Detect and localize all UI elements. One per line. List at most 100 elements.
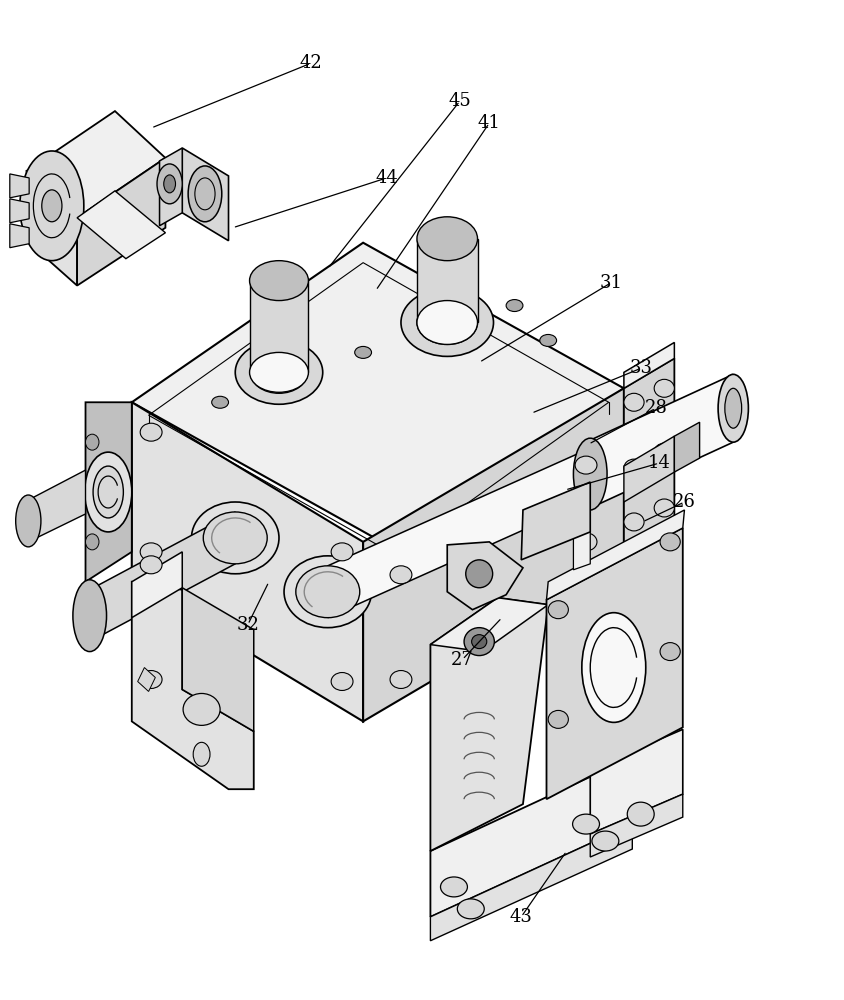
Polygon shape xyxy=(132,243,624,548)
Ellipse shape xyxy=(140,423,162,441)
Polygon shape xyxy=(590,729,683,834)
Ellipse shape xyxy=(624,513,644,531)
Polygon shape xyxy=(590,794,683,857)
Polygon shape xyxy=(624,436,674,502)
Ellipse shape xyxy=(85,534,99,550)
Text: 32: 32 xyxy=(236,616,259,634)
Polygon shape xyxy=(624,358,674,568)
Ellipse shape xyxy=(624,393,644,411)
Ellipse shape xyxy=(549,710,568,728)
Ellipse shape xyxy=(441,877,468,897)
Ellipse shape xyxy=(250,352,308,392)
Ellipse shape xyxy=(417,301,478,344)
Ellipse shape xyxy=(84,452,132,532)
Polygon shape xyxy=(132,582,254,789)
Text: 26: 26 xyxy=(673,493,696,511)
Ellipse shape xyxy=(284,556,371,628)
Text: 42: 42 xyxy=(300,54,322,72)
Ellipse shape xyxy=(93,466,123,518)
Ellipse shape xyxy=(660,533,680,551)
Ellipse shape xyxy=(549,601,568,619)
Ellipse shape xyxy=(390,671,412,688)
Text: 33: 33 xyxy=(630,359,652,377)
Polygon shape xyxy=(674,422,700,472)
Text: 43: 43 xyxy=(510,908,533,926)
Ellipse shape xyxy=(41,190,62,222)
Ellipse shape xyxy=(572,814,599,834)
Ellipse shape xyxy=(390,566,412,584)
Ellipse shape xyxy=(575,533,597,551)
Ellipse shape xyxy=(582,613,646,722)
Ellipse shape xyxy=(592,831,619,851)
Ellipse shape xyxy=(85,434,99,450)
Text: 44: 44 xyxy=(376,169,398,187)
Text: 31: 31 xyxy=(600,274,623,292)
Text: 45: 45 xyxy=(448,92,471,110)
Polygon shape xyxy=(132,402,363,721)
Polygon shape xyxy=(138,668,155,691)
Ellipse shape xyxy=(354,346,371,358)
Ellipse shape xyxy=(417,301,478,344)
Ellipse shape xyxy=(654,379,674,397)
Ellipse shape xyxy=(401,289,494,356)
Ellipse shape xyxy=(457,899,484,919)
Ellipse shape xyxy=(331,543,353,561)
Ellipse shape xyxy=(203,512,268,564)
Text: 41: 41 xyxy=(478,114,500,132)
Ellipse shape xyxy=(627,802,654,826)
Polygon shape xyxy=(522,482,590,560)
Polygon shape xyxy=(85,402,132,582)
Ellipse shape xyxy=(183,693,220,725)
Ellipse shape xyxy=(575,456,597,474)
Polygon shape xyxy=(430,598,549,851)
Ellipse shape xyxy=(164,175,176,193)
Polygon shape xyxy=(363,388,624,721)
Polygon shape xyxy=(250,281,308,372)
Ellipse shape xyxy=(417,217,478,261)
Ellipse shape xyxy=(725,388,742,428)
Ellipse shape xyxy=(212,396,229,408)
Ellipse shape xyxy=(718,374,749,442)
Polygon shape xyxy=(327,448,590,618)
Polygon shape xyxy=(430,598,549,652)
Ellipse shape xyxy=(466,560,493,588)
Polygon shape xyxy=(182,148,229,241)
Ellipse shape xyxy=(192,502,279,574)
Ellipse shape xyxy=(140,556,162,574)
Text: 28: 28 xyxy=(645,399,668,417)
Ellipse shape xyxy=(73,580,106,652)
Polygon shape xyxy=(160,148,182,226)
Polygon shape xyxy=(27,171,77,286)
Ellipse shape xyxy=(140,543,162,561)
Text: 27: 27 xyxy=(451,651,473,669)
Polygon shape xyxy=(590,374,733,508)
Polygon shape xyxy=(573,522,590,570)
Ellipse shape xyxy=(250,261,308,301)
Ellipse shape xyxy=(573,438,607,510)
Polygon shape xyxy=(417,239,478,322)
Ellipse shape xyxy=(235,340,322,404)
Ellipse shape xyxy=(157,164,182,204)
Polygon shape xyxy=(77,158,165,286)
Polygon shape xyxy=(10,174,30,198)
Ellipse shape xyxy=(193,742,210,766)
Polygon shape xyxy=(29,470,85,542)
Polygon shape xyxy=(27,111,165,218)
Ellipse shape xyxy=(472,635,487,649)
Polygon shape xyxy=(547,510,684,600)
Ellipse shape xyxy=(654,443,674,461)
Ellipse shape xyxy=(140,671,162,688)
Polygon shape xyxy=(10,224,30,248)
Polygon shape xyxy=(624,342,674,388)
Ellipse shape xyxy=(654,499,674,517)
Polygon shape xyxy=(447,542,523,610)
Polygon shape xyxy=(182,588,254,731)
Ellipse shape xyxy=(464,628,495,656)
Ellipse shape xyxy=(20,151,84,261)
Polygon shape xyxy=(547,528,683,799)
Ellipse shape xyxy=(660,643,680,661)
Polygon shape xyxy=(132,552,182,618)
Ellipse shape xyxy=(16,495,41,547)
Polygon shape xyxy=(77,191,165,259)
Ellipse shape xyxy=(540,334,556,346)
